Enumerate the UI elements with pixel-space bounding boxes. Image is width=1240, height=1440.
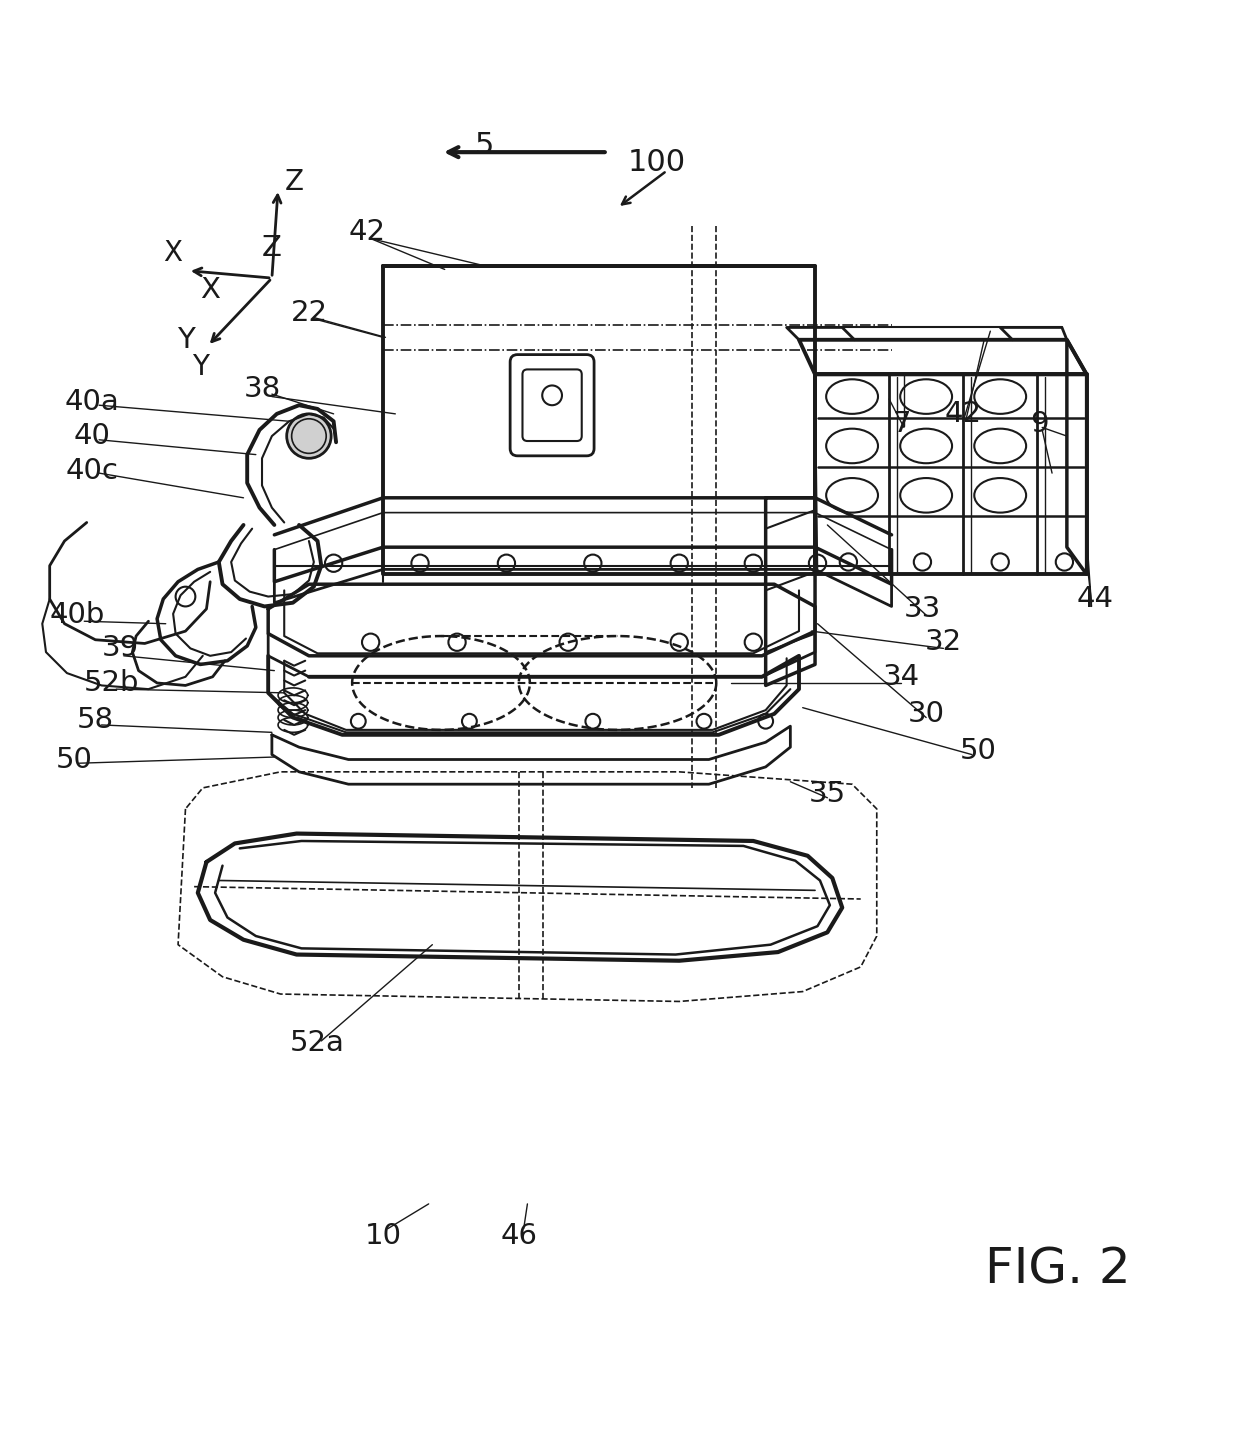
Text: 52b: 52b	[83, 670, 139, 697]
Circle shape	[286, 413, 331, 458]
Text: 5: 5	[475, 131, 494, 160]
Text: 32: 32	[925, 628, 962, 657]
Text: 40a: 40a	[64, 387, 119, 416]
Text: X: X	[164, 239, 182, 268]
Text: 50: 50	[56, 746, 93, 773]
Text: 42: 42	[348, 219, 386, 246]
Text: 58: 58	[77, 706, 114, 734]
Text: 33: 33	[904, 595, 941, 624]
Text: 35: 35	[808, 780, 846, 808]
Text: Z: Z	[262, 235, 281, 262]
Text: FIG. 2: FIG. 2	[986, 1246, 1131, 1293]
Text: Y: Y	[192, 353, 208, 382]
Text: 7: 7	[893, 410, 910, 438]
Text: 40c: 40c	[66, 456, 118, 485]
Text: 30: 30	[908, 700, 945, 727]
Text: 46: 46	[500, 1223, 537, 1250]
Text: 52a: 52a	[290, 1030, 345, 1057]
Text: 40: 40	[73, 422, 110, 451]
Text: 22: 22	[290, 298, 327, 327]
Text: 42: 42	[945, 400, 982, 428]
Text: 40b: 40b	[50, 600, 104, 629]
Text: 39: 39	[102, 635, 139, 662]
Text: 10: 10	[365, 1223, 402, 1250]
Text: 34: 34	[883, 662, 920, 691]
Text: 100: 100	[627, 147, 686, 177]
Text: 44: 44	[1076, 585, 1114, 613]
Text: Z: Z	[285, 168, 304, 196]
Text: X: X	[200, 276, 221, 304]
Text: 38: 38	[243, 376, 280, 403]
Text: 9: 9	[1030, 410, 1049, 438]
Text: Y: Y	[176, 325, 195, 354]
Text: 50: 50	[960, 737, 997, 765]
